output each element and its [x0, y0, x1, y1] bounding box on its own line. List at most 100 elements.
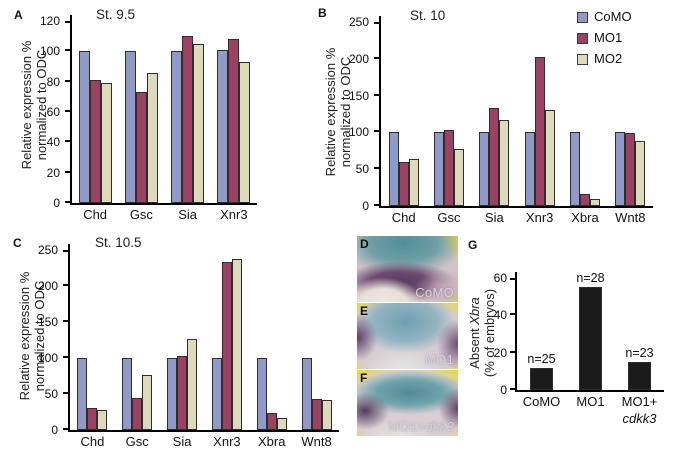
bar-mo2-wnt8 [321, 399, 332, 430]
category-group-xbra: Xbra [249, 250, 294, 449]
chart-title-a: St. 9.5 [96, 7, 136, 22]
y-tick-mark [63, 356, 68, 358]
y-tick-label: 250 [37, 243, 58, 257]
bar-mo2-xnr3 [544, 110, 555, 206]
legend-swatch-mo2 [577, 53, 588, 65]
y-tick-mark [63, 392, 68, 394]
bar-count-label-como: n=25 [527, 351, 556, 366]
y-tick-mark [65, 49, 70, 52]
embryo-label-text: MO1 [424, 352, 454, 367]
x-tick-label-xnr3: Xnr3 [213, 434, 241, 449]
y-tick-mark [65, 140, 70, 143]
legend-swatch-como [577, 11, 588, 23]
bar-mo1-gsc [135, 92, 147, 203]
bar-como-xbra [256, 358, 267, 430]
y-tick-mark [374, 93, 379, 96]
bar-mo1-chd [398, 161, 409, 206]
x-tick-label-como: CoMO [522, 394, 561, 409]
x-tick-label-sia: Sia [178, 207, 198, 222]
y-tick-label: 0 [51, 423, 58, 437]
y-tick-mark [65, 21, 70, 23]
bar-como-sia [479, 132, 490, 206]
panel-letter-a: A [14, 8, 23, 22]
bar-mo2-gsc [453, 148, 464, 206]
embryo-label-italic: dkk3 [425, 419, 454, 434]
x-tick-label-gsc: Gsc [437, 210, 461, 225]
y-axis-label-b: Relative expression % normalized to ODC [323, 47, 353, 177]
bar-mo1-chd [89, 80, 101, 203]
y-tick-mark [374, 56, 379, 59]
bar-count-label-mo1: n=28 [576, 271, 605, 286]
bar-mo2-gsc [142, 375, 153, 430]
y-tick-label: 150 [37, 315, 58, 329]
panel-letter-c: C [13, 236, 22, 250]
bar-mo2-xnr3 [239, 61, 251, 203]
category-group-sia: Sia [160, 250, 205, 449]
y-tick-label: 0 [500, 383, 507, 397]
y-tick-mark [510, 278, 515, 280]
bar-mo2-gsc [146, 72, 158, 203]
bar-mo1-xnr3 [221, 262, 232, 430]
bar-como-xnr3 [217, 49, 229, 203]
y-tick-mark [510, 350, 515, 353]
plot-area-g: 0 20 40 60 n=25 CoMO n=28 MO1 n=23 MO1+ cdkk3 [494, 271, 664, 426]
bar-como-gsc [124, 51, 136, 203]
bar-mo1-wnt8 [625, 133, 636, 206]
y-tick-mark [510, 313, 515, 316]
bar-mo2-xbra [276, 417, 287, 430]
bar-como-sia [171, 51, 183, 203]
y-tick-label: 200 [37, 279, 58, 293]
category-group-xnr3: Xnr3 [211, 21, 257, 222]
embryo-image-mo1-dkk3: F MO1+dkk3 [357, 370, 458, 436]
bar-embryos-como [530, 367, 553, 390]
x-tick-label-chd: Chd [391, 210, 416, 225]
bar-mo1-chd [87, 408, 98, 430]
y-tick-label: 0 [362, 199, 369, 213]
x-tick-label-xbra: Xbra [571, 210, 599, 225]
bar-mo2-sia [193, 43, 205, 203]
panel-letter-g: G [468, 238, 478, 252]
y-tick-label: 60 [46, 105, 60, 119]
panel-letter-e: E [360, 304, 369, 318]
bar-como-gsc [433, 132, 444, 206]
bar-mo1-xnr3 [228, 39, 240, 203]
bar-embryos-mo1 [628, 362, 651, 390]
legend: CoMO MO1 MO2 [577, 10, 632, 73]
bar-como-xbra [569, 132, 580, 206]
embryo-label-mo1-dkk3: MO1+dkk3 [388, 419, 454, 434]
bar-como-wnt8 [615, 132, 626, 206]
y-tick-label: 100 [37, 351, 58, 365]
category-group-wnt8: Wnt8 [294, 250, 339, 449]
panel-letter-b: B [318, 6, 327, 20]
x-tick-label-xbra: Xbra [258, 434, 286, 449]
bar-mo2-sia [499, 119, 510, 206]
x-tick-label-mo1: MO1 [576, 394, 605, 409]
chart-title-c: St. 10.5 [95, 235, 142, 250]
bar-mo2-chd [100, 83, 112, 203]
plot-area-a: 0 20 40 60 80 100 120 Chd Gsc Sia Xnr3 [40, 14, 257, 222]
bar-mo1-gsc [132, 398, 143, 430]
category-group-mo1: n=23 MO1+ cdkk3 [615, 278, 664, 426]
y-tick-mark [63, 250, 68, 252]
x-tick-label-gsc: Gsc [129, 207, 153, 222]
panel-letter-f: F [360, 371, 368, 385]
category-group-mo1: n=28 MO1 [566, 271, 615, 409]
y-tick-mark [63, 320, 68, 322]
bar-mo1-xbra [266, 412, 277, 430]
y-tick-label: 250 [348, 15, 369, 29]
y-tick-mark [510, 388, 515, 390]
x-tick-label-xnr3: Xnr3 [220, 207, 248, 222]
bar-como-chd [78, 51, 90, 203]
y-tick-label: 40 [46, 135, 60, 150]
bar-mo1-wnt8 [311, 399, 322, 430]
embryo-label-text: CoMO [415, 285, 454, 300]
category-group-gsc: Gsc [118, 21, 164, 222]
bar-como-sia [167, 358, 178, 430]
bar-mo1-gsc [443, 130, 454, 206]
bar-embryos-mo1 [579, 287, 602, 390]
y-tick-mark [374, 167, 379, 170]
bar-mo2-xnr3 [231, 258, 242, 430]
bar-mo1-xbra [579, 194, 590, 206]
legend-item-mo2: MO2 [577, 52, 632, 66]
